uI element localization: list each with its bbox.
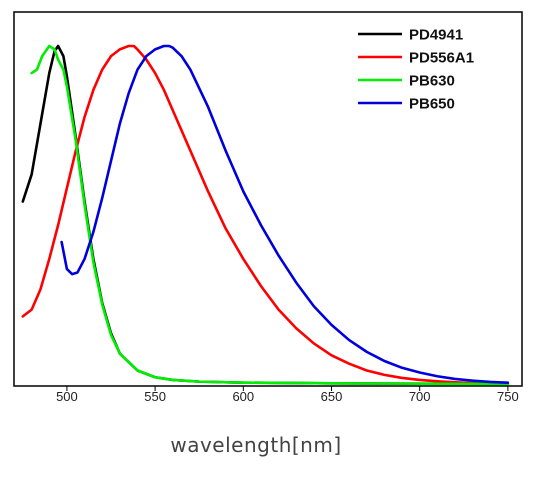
legend-label-pd4941: PD4941 [409,27,463,44]
x-tick-label-700: 700 [409,389,431,404]
series-line-pb630 [30,44,510,386]
plot-frame [13,11,523,387]
x-tick-label-600: 600 [232,389,254,404]
legend: PD4941 PD556A1 PB630 PB650 [358,27,474,113]
series-layer [21,44,510,386]
legend-label-pd556a1: PD556A1 [409,50,474,67]
x-axis-ticks: 500 550 600 650 700 750 [56,386,519,404]
x-tick-label-550: 550 [144,389,166,404]
legend-label-pb630: PB630 [409,73,455,90]
x-tick-label-650: 650 [321,389,343,404]
series-line-pb650 [60,44,510,384]
x-axis-label: wavelength[nm] [170,433,341,457]
legend-label-pb650: PB650 [409,96,455,113]
x-tick-label-750: 750 [497,389,519,404]
x-tick-label-500: 500 [56,389,78,404]
